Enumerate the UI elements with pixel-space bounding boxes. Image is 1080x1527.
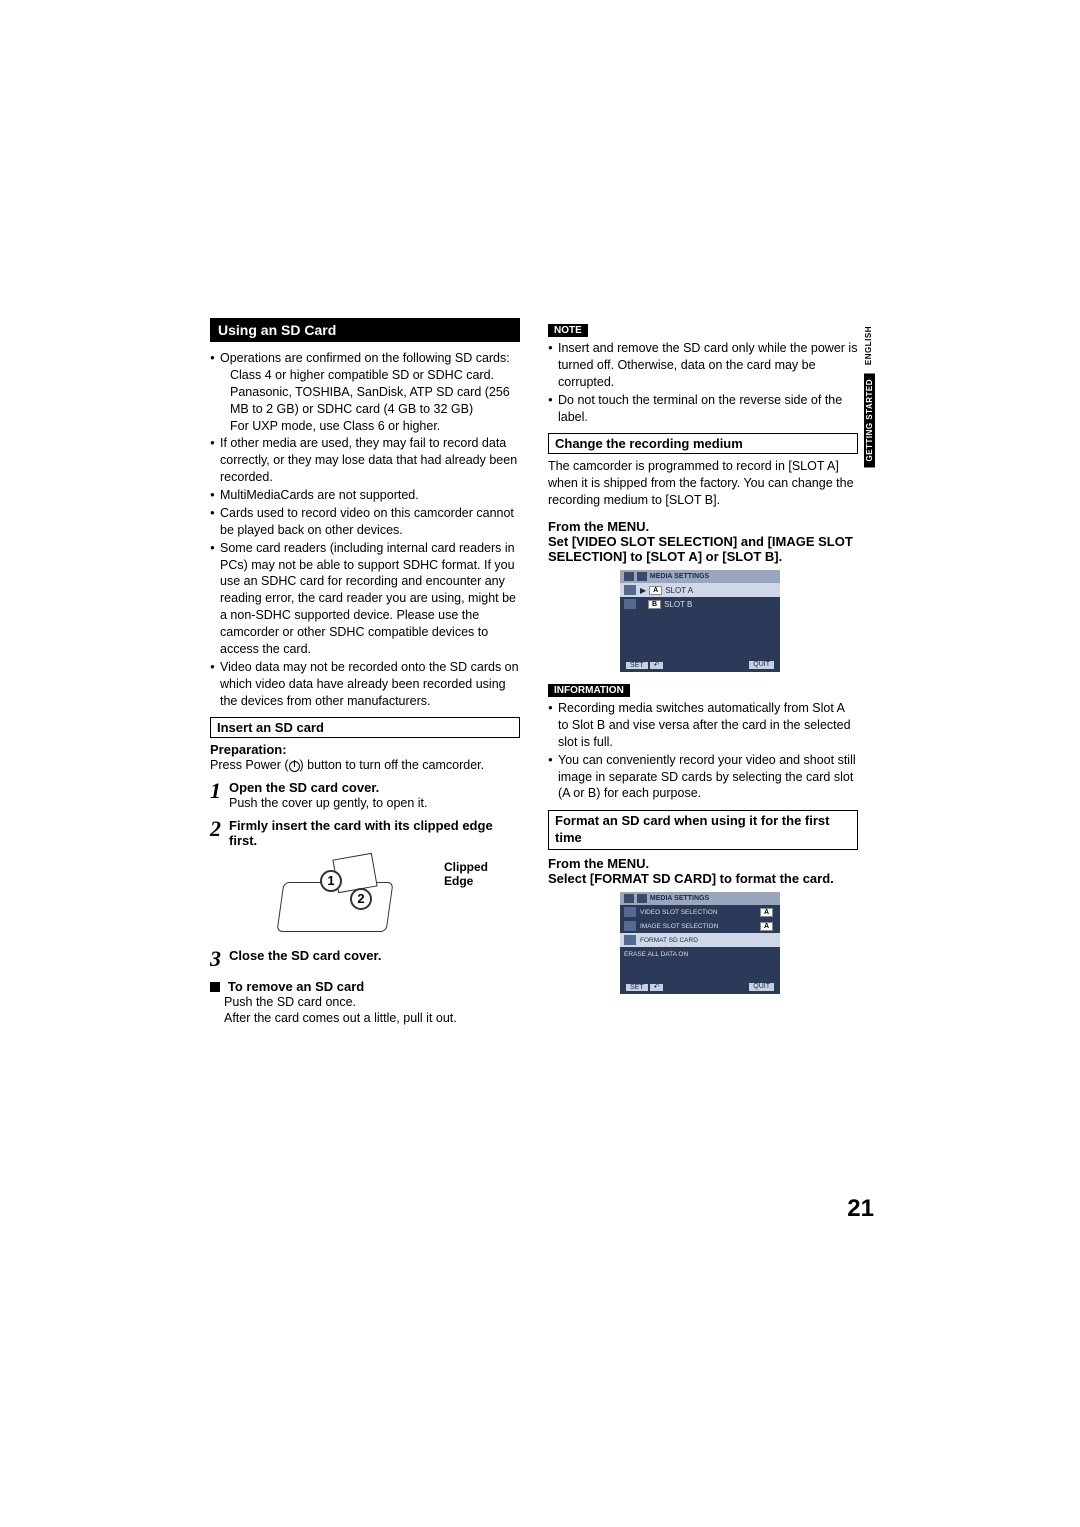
step-1: 1 Open the SD card cover. Push the cover… [210,780,520,811]
menu-titlebar: MEDIA SETTINGS [620,892,780,905]
list-item: Some card readers (including internal ca… [210,540,520,658]
menu-item-label: IMAGE SLOT SELECTION [640,923,760,930]
tab-icon [637,894,647,903]
menu-row: ERASE ALL DATA ON [620,947,780,961]
menu-item-label: VIDEO SLOT SELECTION [640,909,760,916]
note-list: Insert and remove the SD card only while… [548,340,858,425]
menu-title: MEDIA SETTINGS [650,573,709,580]
text: Class 4 or higher compatible SD or SDHC … [220,367,520,418]
text: Press Power ( [210,758,289,772]
list-item: Recording media switches automatically f… [548,700,858,751]
from-menu-instruction: Set [VIDEO SLOT SELECTION] and [IMAGE SL… [548,534,858,564]
tab-icon [624,572,634,581]
menu-item-label: SLOT A [665,586,693,595]
menu-title: MEDIA SETTINGS [650,895,709,902]
step-title: Open the SD card cover. [229,780,520,795]
left-column: Using an SD Card Operations are confirme… [210,318,520,1027]
menu-bottom-bar: SET ↶ QUIT [620,661,780,669]
list-item: Do not touch the terminal on the reverse… [548,392,858,426]
slot-badge: A [760,922,773,931]
text: For UXP mode, use Class 6 or higher. [220,418,520,435]
text: Clipped [444,860,488,874]
list-item: You can conveniently record your video a… [548,752,858,803]
change-medium-heading: Change the recording medium [548,433,858,454]
list-item: Cards used to record video on this camco… [210,505,520,539]
clipped-edge-label: Clipped Edge [444,860,488,889]
menu-titlebar: MEDIA SETTINGS [620,570,780,583]
step-sub: Push the cover up gently, to open it. [229,795,520,811]
menu-item-label: ERASE ALL DATA ON [624,951,688,958]
remove-sd-section: To remove an SD card Push the SD card on… [210,978,520,1028]
information-label: INFORMATION [548,684,630,697]
slot-badge: B [648,600,661,609]
photo-icon [624,921,636,931]
section-title: Using an SD Card [210,318,520,342]
set-button-label: SET [626,984,648,991]
sd-notes-list: Operations are confirmed on the followin… [210,350,520,709]
text: Edge [444,874,473,888]
list-item: Insert and remove the SD card only while… [548,340,858,391]
menu-bottom-bar: SET ↶ QUIT [620,983,780,991]
video-icon [624,585,636,595]
text: Operations are confirmed on the followin… [220,351,510,365]
menu-screenshot-1: MEDIA SETTINGS ▶ A SLOT A B SLOT B SET ↶… [620,570,780,672]
step-title: Close the SD card cover. [229,948,520,963]
note-label: NOTE [548,324,588,337]
slot-badge: A [760,908,773,917]
return-icon: ↶ [650,984,664,991]
from-menu-label: From the MENU. [548,519,858,534]
square-bullet-icon [210,982,220,992]
side-tab-english: ENGLISH [864,326,873,365]
list-item: If other media are used, they may fail t… [210,435,520,486]
menu-row: IMAGE SLOT SELECTION A [620,919,780,933]
menu-row-slot-a: ▶ A SLOT A [620,583,780,597]
text: After the card comes out a little, pull … [210,1010,520,1027]
menu-row-slot-b: B SLOT B [620,597,780,611]
step-number: 3 [210,948,221,970]
list-item: Operations are confirmed on the followin… [210,350,520,434]
menu-item-label: SLOT B [664,600,692,609]
step-title: Firmly insert the card with its clipped … [229,818,520,848]
video-icon [624,907,636,917]
list-item: Video data may not be recorded onto the … [210,659,520,710]
step-3: 3 Close the SD card cover. [210,948,520,970]
step-number: 2 [210,818,221,840]
format-sd-heading: Format an SD card when using it for the … [548,810,858,850]
right-column: NOTE Insert and remove the SD card only … [548,318,858,1027]
photo-icon [624,599,636,609]
sd-insert-illustration: 1 2 Clipped Edge [270,852,440,942]
callout-1-icon: 1 [320,870,342,892]
format-icon [624,935,636,945]
remove-heading: To remove an SD card [228,979,364,994]
side-tab-getting-started: GETTING STARTED [864,373,875,467]
callout-2-icon: 2 [350,888,372,910]
return-icon: ↶ [650,662,664,669]
menu-row-format: FORMAT SD CARD [620,933,780,947]
set-button-label: SET [626,662,648,669]
step-2: 2 Firmly insert the card with its clippe… [210,818,520,848]
text: ) button to turn off the camcorder. [300,758,485,772]
slot-badge: A [649,586,662,595]
quit-button-label: QUIT [749,661,774,669]
menu-screenshot-2: MEDIA SETTINGS VIDEO SLOT SELECTION A IM… [620,892,780,994]
page-content: Using an SD Card Operations are confirme… [210,318,870,1027]
side-tabs: ENGLISH GETTING STARTED [864,326,882,476]
preparation-text: Press Power ( ) button to turn off the ca… [210,757,520,774]
step-number: 1 [210,780,221,802]
insert-sd-heading: Insert an SD card [210,717,520,738]
menu-item-label: FORMAT SD CARD [640,937,698,944]
quit-button-label: QUIT [749,983,774,991]
power-icon [289,761,300,772]
information-list: Recording media switches automatically f… [548,700,858,802]
tab-icon [624,894,634,903]
menu-row: VIDEO SLOT SELECTION A [620,905,780,919]
list-item: MultiMediaCards are not supported. [210,487,520,504]
from-menu-instruction: Select [FORMAT SD CARD] to format the ca… [548,871,858,886]
preparation-label: Preparation: [210,742,520,757]
change-medium-text: The camcorder is programmed to record in… [548,458,858,509]
tab-icon [637,572,647,581]
from-menu-label: From the MENU. [548,856,858,871]
text: Push the SD card once. [210,994,520,1011]
page-number: 21 [847,1195,874,1223]
